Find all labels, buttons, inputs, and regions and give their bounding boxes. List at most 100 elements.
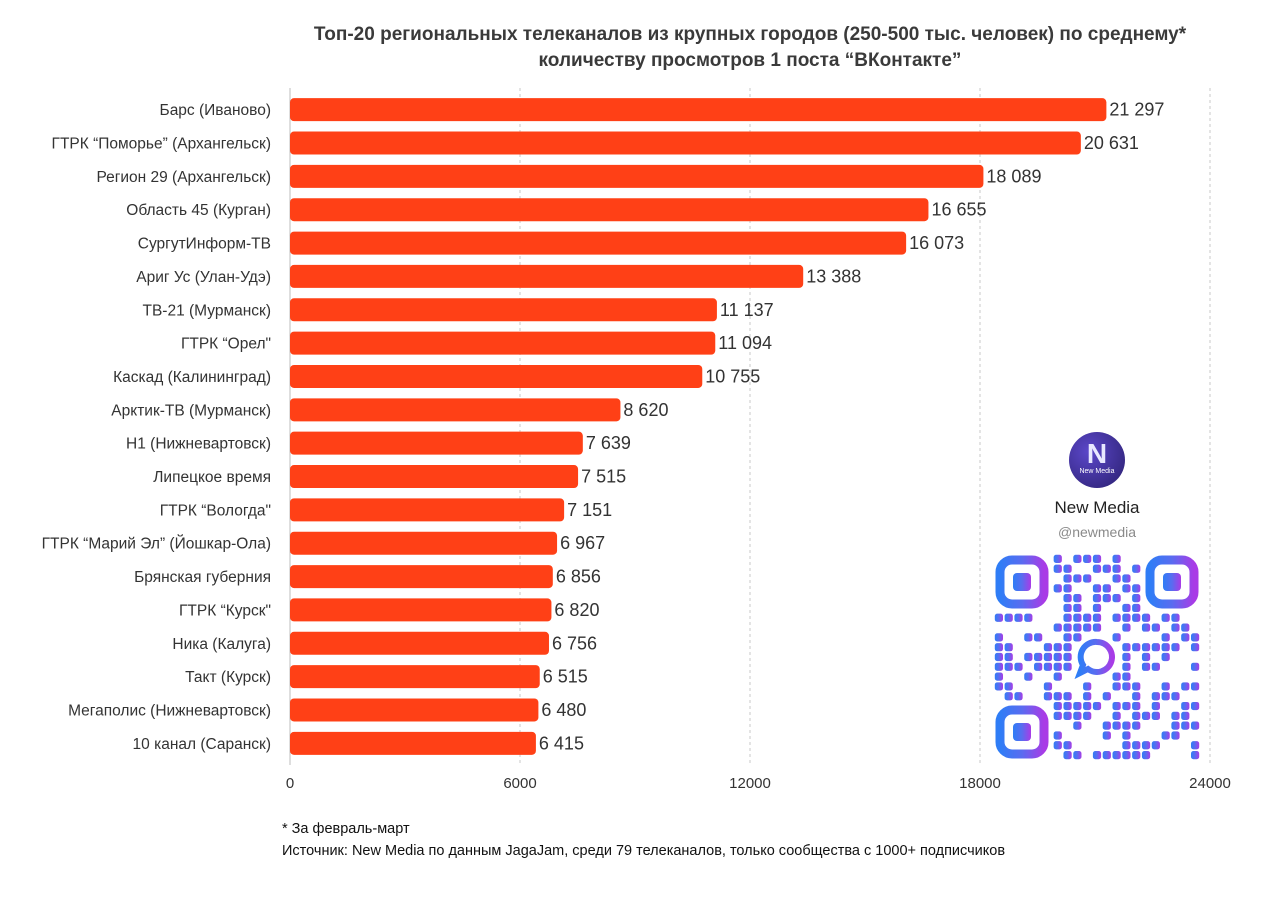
qr-module — [1132, 594, 1141, 603]
qr-module — [1083, 623, 1092, 632]
qr-module — [1053, 584, 1062, 593]
qr-module — [1112, 633, 1121, 642]
logo-letter: N — [1086, 438, 1108, 469]
qr-module — [1073, 613, 1082, 622]
qr-module — [1063, 613, 1072, 622]
qr-code-icon — [994, 554, 1200, 760]
logo-subtext: New Media — [1079, 468, 1115, 475]
bar — [290, 431, 583, 455]
category-label: Мегаполис (Нижневартовск) — [68, 702, 271, 719]
qr-module — [1132, 643, 1141, 652]
qr-module — [1092, 594, 1102, 603]
bar — [290, 164, 984, 188]
qr-module — [1122, 731, 1131, 740]
qr-module — [1190, 750, 1200, 760]
qr-module — [1171, 721, 1180, 730]
qr-module — [1102, 750, 1111, 760]
qr-module — [1083, 574, 1092, 583]
footnote: * За февраль-март Источник: New Media по… — [282, 818, 1005, 862]
bar — [290, 298, 717, 322]
value-label: 16 655 — [931, 200, 986, 220]
bar — [290, 531, 558, 555]
qr-module — [1141, 662, 1151, 671]
qr-module — [1161, 643, 1170, 652]
qr-module — [1073, 721, 1082, 730]
qr-module — [994, 652, 1004, 662]
qr-module — [1132, 603, 1141, 613]
qr-module — [1073, 750, 1082, 760]
qr-module — [1102, 692, 1111, 701]
qr-module — [1053, 701, 1062, 711]
qr-module — [1122, 750, 1131, 760]
qr-module — [1171, 623, 1180, 632]
qr-module — [1053, 731, 1062, 740]
qr-module — [1161, 692, 1170, 701]
qr-module — [1181, 711, 1190, 720]
qr-module — [1063, 584, 1072, 593]
qr-module — [1073, 603, 1082, 613]
qr-module — [1190, 701, 1200, 711]
brand-name: New Media — [1054, 498, 1140, 517]
category-label: Арктик-ТВ (Мурманск) — [111, 402, 271, 419]
footnote-source: Источник: New Media по данным JagaJam, с… — [282, 843, 1006, 859]
bar — [290, 331, 716, 355]
qr-module — [1181, 701, 1190, 711]
qr-module — [994, 662, 1004, 671]
bar — [290, 731, 536, 755]
qr-module — [1102, 584, 1111, 593]
qr-module — [1151, 623, 1160, 632]
qr-module — [1063, 750, 1072, 760]
category-label: ГТРК “Марий Эл” (Йошкар-Ола) — [42, 535, 271, 553]
qr-module — [1004, 682, 1013, 691]
value-label: 6 415 — [539, 733, 584, 753]
bar — [290, 131, 1081, 155]
bar — [290, 231, 907, 255]
qr-module — [1161, 682, 1170, 691]
qr-module — [1102, 731, 1111, 740]
category-label: Регион 29 (Архангельск) — [96, 169, 271, 186]
qr-module — [1043, 682, 1053, 691]
value-label: 18 089 — [986, 166, 1041, 186]
qr-module — [1141, 623, 1151, 632]
qr-module — [1053, 662, 1062, 671]
qr-module — [1053, 564, 1062, 573]
qr-module — [1190, 633, 1200, 642]
chart-title-line-1: Топ-20 региональных телеканалов из крупн… — [313, 24, 1187, 45]
qr-module — [994, 672, 1004, 681]
value-label: 6 756 — [552, 633, 597, 653]
qr-module — [1122, 574, 1131, 583]
qr-module — [1024, 613, 1033, 622]
qr-module — [1092, 554, 1102, 564]
qr-module — [1151, 643, 1160, 652]
qr-module — [1063, 623, 1072, 632]
qr-module — [1083, 711, 1092, 720]
qr-module — [1112, 613, 1121, 622]
category-label: Брянская губерния — [134, 569, 271, 586]
qr-module — [1141, 652, 1151, 662]
qr-module — [1073, 554, 1082, 564]
bar — [290, 264, 804, 288]
qr-module — [1141, 741, 1151, 750]
qr-module — [1053, 623, 1062, 632]
qr-module — [1151, 711, 1160, 720]
qr-module — [1053, 672, 1062, 681]
bar — [290, 698, 539, 722]
qr-module — [1112, 672, 1121, 681]
qr-module — [1112, 554, 1121, 564]
qr-module — [1053, 554, 1062, 564]
qr-module — [1073, 633, 1082, 642]
value-label: 8 620 — [623, 400, 668, 420]
qr-module — [1151, 741, 1160, 750]
qr-module — [1102, 721, 1111, 730]
qr-module — [1073, 623, 1082, 632]
qr-module — [1063, 564, 1072, 573]
qr-module — [1043, 652, 1053, 662]
qr-module — [1122, 662, 1131, 671]
bar — [290, 665, 540, 689]
qr-module — [1171, 711, 1180, 720]
value-label: 13 388 — [806, 266, 861, 286]
qr-module — [1034, 633, 1043, 642]
qr-module — [1112, 682, 1121, 691]
qr-module — [1102, 564, 1111, 573]
qr-module — [1063, 741, 1072, 750]
